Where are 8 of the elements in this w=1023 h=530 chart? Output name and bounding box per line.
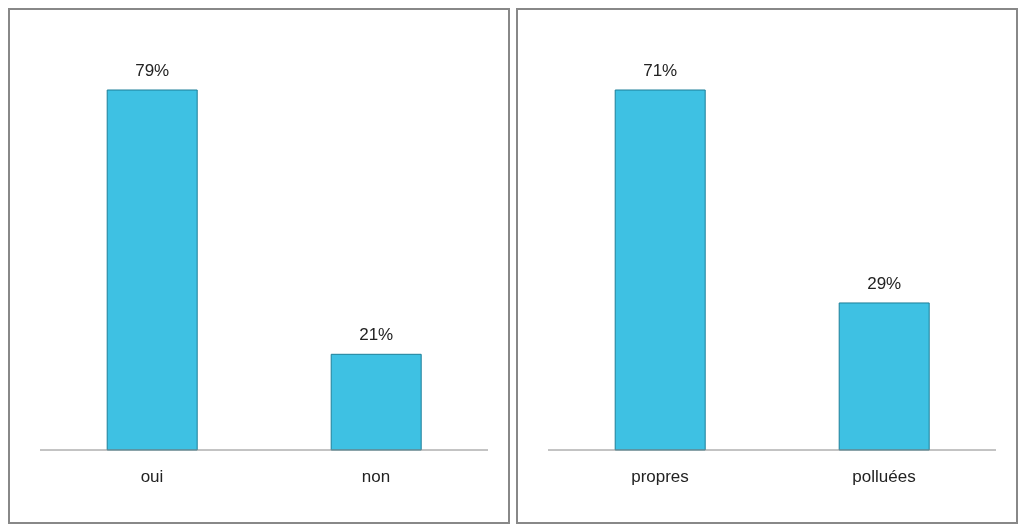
x-tick-label: non xyxy=(361,467,391,487)
x-tick-label: oui xyxy=(140,467,164,487)
data-label: 21% xyxy=(359,325,394,345)
data-label: 71% xyxy=(643,61,678,80)
data-label: 29% xyxy=(867,273,902,293)
x-tick-label: propres xyxy=(631,467,689,487)
x-tick-label: polluées xyxy=(852,467,916,487)
data-label: 79% xyxy=(135,61,170,80)
